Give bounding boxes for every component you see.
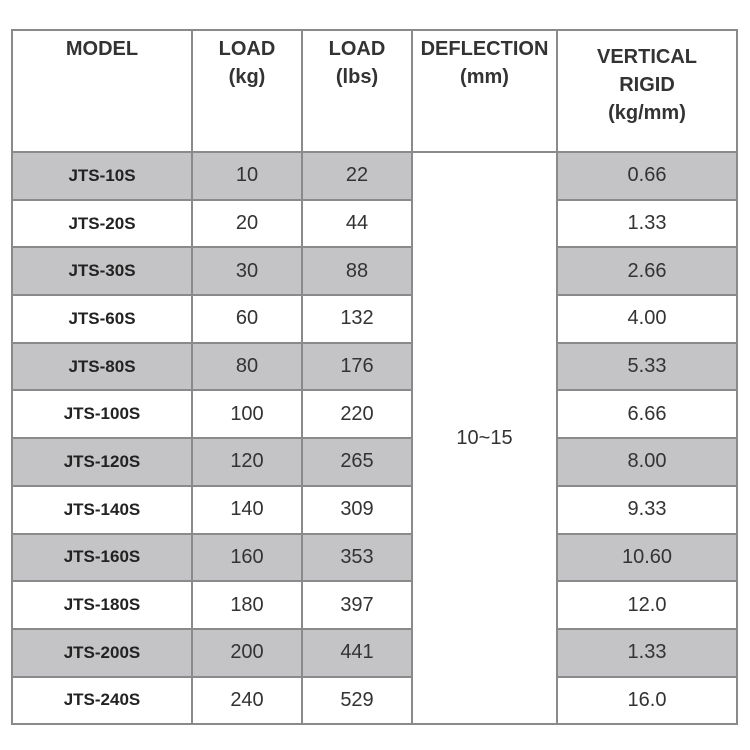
- model-cell: JTS-10S: [11, 151, 193, 201]
- table-body: JTS-10S 10 22 10~15 0.66 JTS-20S 20 44 1.33 JTS-3…: [11, 150, 738, 726]
- value-cell: 100: [191, 389, 303, 440]
- value-cell: 20: [191, 198, 303, 249]
- model-cell: JTS-240S: [11, 675, 193, 726]
- value-cell: 120: [191, 437, 303, 487]
- table-row: JTS-160S 160 353 10.60: [11, 532, 738, 583]
- value-cell: 6.66: [556, 389, 738, 440]
- value-cell: 10: [191, 151, 303, 201]
- value-cell: 132: [301, 294, 413, 344]
- value-cell: 0.66: [556, 151, 738, 201]
- value-cell: 240: [191, 675, 303, 726]
- model-cell: JTS-120S: [11, 437, 193, 487]
- model-cell: JTS-60S: [11, 294, 193, 344]
- header-cell: LOAD (kg): [191, 29, 303, 153]
- value-cell: 160: [191, 532, 303, 583]
- value-cell: 441: [301, 627, 413, 678]
- value-cell: 176: [301, 341, 413, 392]
- value-cell: 12.0: [556, 580, 738, 630]
- table-row: JTS-20S 20 44 1.33: [11, 198, 738, 249]
- header-cell: LOAD (lbs): [301, 29, 413, 153]
- value-cell: 309: [301, 484, 413, 535]
- header-text: (mm): [460, 66, 509, 88]
- header-text: (kg/mm): [608, 102, 686, 124]
- value-cell: 16.0: [556, 675, 738, 726]
- model-cell: JTS-30S: [11, 246, 193, 297]
- value-cell: 397: [301, 580, 413, 630]
- header-text: (lbs): [335, 66, 379, 88]
- header-text: MODEL: [65, 38, 139, 60]
- table-row: JTS-240S 240 529 16.0: [11, 675, 738, 726]
- spec-table: MODEL LOAD (kg) LOAD (lbs) DEFLECTION (mm) VERT…: [11, 29, 738, 726]
- model-cell: JTS-20S: [11, 198, 193, 249]
- value-cell: 10.60: [556, 532, 738, 583]
- header-text: DEFLECTION: [420, 38, 549, 60]
- header-cell: DEFLECTION (mm): [411, 29, 558, 153]
- table-row: JTS-80S 80 176 5.33: [11, 341, 738, 392]
- header-text: VERTICAL: [597, 46, 697, 68]
- header-cell: VERTICAL RIGID (kg/mm): [556, 29, 738, 153]
- value-cell: 353: [301, 532, 413, 583]
- value-cell: 140: [191, 484, 303, 535]
- value-cell: 60: [191, 294, 303, 344]
- model-cell: JTS-80S: [11, 341, 193, 392]
- value-cell: 80: [191, 341, 303, 392]
- model-cell: JTS-100S: [11, 389, 193, 440]
- value-cell: 220: [301, 389, 413, 440]
- header-text: (kg): [228, 66, 266, 88]
- header-row: MODEL LOAD (kg) LOAD (lbs) DEFLECTION (mm) VERT…: [11, 29, 738, 153]
- header-text: LOAD: [218, 38, 276, 60]
- value-cell: 2.66: [556, 246, 738, 297]
- header-cell: MODEL: [11, 29, 193, 153]
- value-cell: 5.33: [556, 341, 738, 392]
- model-cell: JTS-140S: [11, 484, 193, 535]
- value-cell: 1.33: [556, 198, 738, 249]
- value-cell: 9.33: [556, 484, 738, 535]
- value-cell: 44: [301, 198, 413, 249]
- model-cell: JTS-160S: [11, 532, 193, 583]
- header-text: RIGID: [619, 74, 675, 96]
- model-cell: JTS-180S: [11, 580, 193, 630]
- value-cell: 1.33: [556, 627, 738, 678]
- value-cell: 265: [301, 437, 413, 487]
- value-cell: 529: [301, 675, 413, 726]
- deflection-cell: 10~15: [411, 150, 558, 726]
- table-row: JTS-30S 30 88 2.66: [11, 246, 738, 297]
- table-row: JTS-10S 10 22 10~15 0.66: [11, 150, 738, 726]
- table-row: JTS-100S 100 220 6.66: [11, 389, 738, 440]
- value-cell: 200: [191, 627, 303, 678]
- table-row: JTS-200S 200 441 1.33: [11, 627, 738, 678]
- value-cell: 30: [191, 246, 303, 297]
- header-text: LOAD: [328, 38, 386, 60]
- value-cell: 4.00: [556, 294, 738, 344]
- table-row: JTS-180S 180 397 12.0: [11, 580, 738, 630]
- table-row: JTS-140S 140 309 9.33: [11, 484, 738, 535]
- value-cell: 88: [301, 246, 413, 297]
- value-cell: 22: [301, 151, 413, 201]
- value-cell: 180: [191, 580, 303, 630]
- table-row: JTS-60S 60 132 4.00: [11, 294, 738, 344]
- value-cell: 8.00: [556, 437, 738, 487]
- model-cell: JTS-200S: [11, 627, 193, 678]
- table-row: JTS-120S 120 265 8.00: [11, 437, 738, 487]
